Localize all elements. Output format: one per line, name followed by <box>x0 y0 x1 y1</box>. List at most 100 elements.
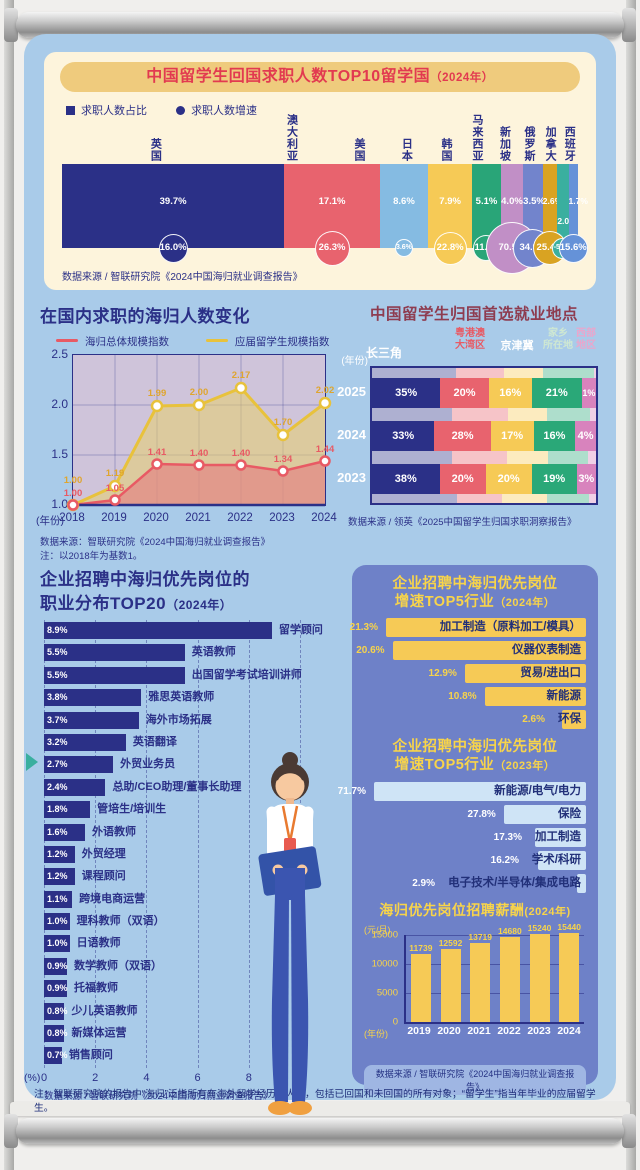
bar-segment: 2.0% <box>557 164 577 248</box>
country-label: 马来西亚 <box>471 114 484 162</box>
occupation-label: 管培生/培训生 <box>97 803 167 816</box>
bar-segment: 4.0% <box>500 164 524 248</box>
growth-panel: 企业招聘中海归优先岗位 增速TOP5行业（2024年） 21.3% 加工制造（原料… <box>338 565 598 1096</box>
occupation-row: 3.7% 海外市场拓展 <box>44 711 344 729</box>
year-bar: 33% 28% 17% 16% 4% <box>372 421 596 451</box>
occupation-row: 1.2% 课程顾问 <box>44 868 344 886</box>
country-label: 日本 <box>400 138 413 162</box>
occupation-value: 1.2% <box>47 871 68 882</box>
bar-segment: 17.1% <box>284 164 380 248</box>
industry-row: 71.7% 新能源/电气/电力 <box>338 781 586 801</box>
salary-value: 15440 <box>557 921 582 932</box>
salary-slot: 15440 <box>554 921 584 1023</box>
stack-segment: 3% <box>576 464 597 494</box>
occupation-row: 0.9% 数学教师（双语） <box>44 957 344 975</box>
salary-value: 12592 <box>438 938 463 949</box>
stack-segment: 20% <box>440 378 489 408</box>
top20-title-line1: 企业招聘中海归优先岗位的 <box>40 570 250 589</box>
country-label: 美国 <box>353 138 366 162</box>
scroll-rod-top <box>16 12 624 38</box>
svg-text:2.02: 2.02 <box>316 385 335 396</box>
gridline <box>406 993 584 995</box>
occupation-row: 5.5% 英语教师 <box>44 644 344 662</box>
svg-text:2.00: 2.00 <box>190 387 209 398</box>
y-tick-label: 1.5 <box>51 447 68 461</box>
salary-slot: 15240 <box>525 921 555 1023</box>
industry-value: 71.7% <box>337 785 366 797</box>
salary-bar <box>410 954 431 1023</box>
y-tick-label: 15000 <box>371 929 398 941</box>
occupation-value: 1.0% <box>47 938 68 949</box>
occupation-bar: 0.9% <box>44 980 68 998</box>
country-label-cell: 澳大利亚 <box>248 114 334 162</box>
occupation-bar: 0.9% <box>44 957 68 975</box>
svg-text:1.44: 1.44 <box>316 444 335 455</box>
y-tick-label: 2.5 <box>51 347 68 361</box>
occupation-label: 新媒体运营 <box>71 1027 127 1040</box>
top10-section: 中国留学生回国求职人数TOP10留学国（2024年） 求职人数占比 求职人数增速… <box>44 52 596 290</box>
gridline <box>44 620 45 1068</box>
country-label-cell: 英国 <box>62 114 248 162</box>
occupation-value: 0.7% <box>47 1050 68 1061</box>
x-tick-label: 2021 <box>467 1025 491 1038</box>
country-label: 西班牙 <box>563 126 576 162</box>
occupation-label: 少儿英语教师 <box>71 1004 138 1017</box>
industry-bar: 保险 <box>503 804 586 824</box>
stack-segment <box>372 494 458 503</box>
top10-title-suffix: （2024年） <box>430 72 494 84</box>
share-value: 17.1% <box>318 196 346 207</box>
occupation-row: 8.9% 留学顾问 <box>44 622 344 639</box>
occupation-value: 8.9% <box>47 625 68 635</box>
year-label: 2023 <box>337 470 366 485</box>
occupation-row: 3.2% 英语翻译 <box>44 733 344 751</box>
occupation-value: 2.4% <box>47 781 68 792</box>
year-bar: 38% 20% 20% 19% 3% <box>372 464 597 494</box>
industry-bar: 学术/科研 <box>532 850 586 870</box>
occupation-label: 英语教师 <box>191 646 236 659</box>
share-value: 2.0% <box>557 216 577 226</box>
share-value: 2.6% <box>542 196 563 206</box>
column-header: 家乡 所在地 <box>543 328 573 351</box>
industry-label: 加工制造（原料加工/模具） <box>439 621 581 634</box>
occupation-row: 1.1% 跨境电商运营 <box>44 890 344 908</box>
occupation-row: 1.2% 外贸经理 <box>44 845 344 863</box>
footnote: 注：智联研究院的报告中“海归”泛指所有有海外留学经历的人才，包括已回国和未回国的… <box>34 1089 596 1114</box>
x-tick-label: 2022 <box>497 1025 521 1038</box>
x-tick-label: 2023 <box>527 1025 551 1038</box>
industry-value: 17.3% <box>493 831 522 843</box>
year-bar: 35% 20% 16% 21% 1% <box>372 378 597 408</box>
top20-rows: 8.9% 留学顾问 5.5% 英语教师 5.5% 出国留学考试培训讲师 3.8% 雅思英语教师… <box>44 622 344 1065</box>
industry-row: 10.8% 新能源 <box>364 687 586 707</box>
share-value: 8.6% <box>393 196 415 207</box>
locations-chart: 长三角 粤港澳 大湾区 京津冀 家乡 所在地 西部 地区 35% 20% 16% 21% 1% 33% 28… <box>336 326 598 512</box>
share-value: 1.7% <box>568 196 588 206</box>
occupation-label: 留学顾问 <box>278 624 323 636</box>
stack-segment <box>457 494 502 503</box>
share-value: 3.5% <box>523 196 545 207</box>
country-label: 韩国 <box>439 138 452 162</box>
industry-row: 27.8% 保险 <box>364 804 586 824</box>
x-tick-label: 6 <box>194 1072 201 1084</box>
industry-label: 环保 <box>558 713 581 726</box>
industry-value: 16.2% <box>490 854 519 866</box>
country-label-cell: 西班牙 <box>560 114 578 162</box>
stack-segment <box>456 368 505 378</box>
salary-slot: 13719 <box>465 921 495 1023</box>
scroll-shelf-bottom <box>10 1102 630 1116</box>
growth-legend-label: 求职人数增速 <box>191 105 258 117</box>
x-tick-label: 2024 <box>311 512 337 524</box>
occupation-label: 雅思英语教师 <box>148 691 215 704</box>
column-header: 京津冀 <box>500 340 534 352</box>
share-legend-label: 求职人数占比 <box>81 105 147 117</box>
top10-title: 中国留学生回国求职人数TOP10留学国（2024年） <box>60 62 580 92</box>
industry-row: 17.3% 加工制造 <box>364 827 586 847</box>
x-tick-label: 2019 <box>407 1025 431 1038</box>
stack-segment <box>452 451 507 464</box>
scroll-rail-right <box>626 0 636 1170</box>
stack-segment: 19% <box>531 464 577 494</box>
occupation-value: 1.2% <box>47 848 68 859</box>
occupation-row: 2.7% 外贸业务员 <box>44 756 344 774</box>
returnee-line-label: 海归总体规模指数 <box>85 336 169 348</box>
svg-text:1.19: 1.19 <box>106 468 125 479</box>
industry-label: 仪器仪表制造 <box>512 644 581 657</box>
